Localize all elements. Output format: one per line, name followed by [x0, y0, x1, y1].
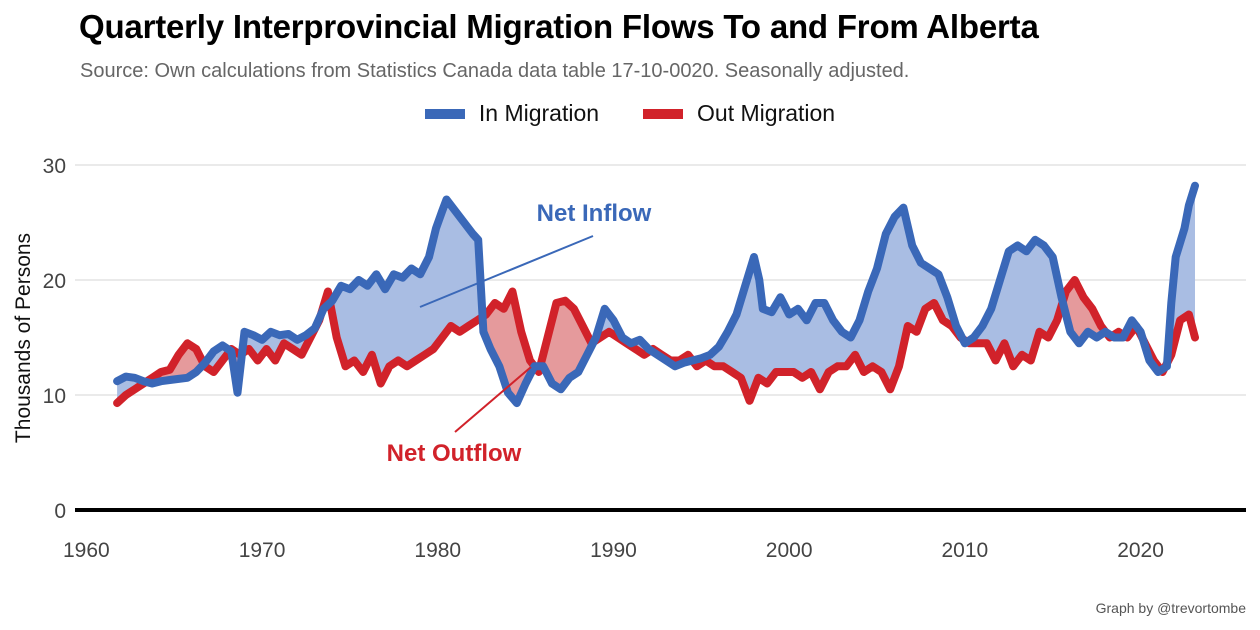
legend-item-out: Out Migration [643, 100, 835, 127]
net-inflow-area-6 [330, 199, 483, 384]
legend-key-in [424, 108, 465, 119]
x-tick-label-1970: 1970 [239, 539, 286, 562]
legend-key-out [643, 108, 684, 119]
net-inflow-annotation: Net Inflow [537, 200, 652, 227]
chart-subtitle: Source: Own calculations from Statistics… [80, 60, 910, 82]
chart-legend: In Migration Out Migration [0, 100, 1260, 127]
net-inflow-area-12 [693, 207, 963, 401]
x-tick-label-2020: 2020 [1117, 539, 1164, 562]
chart-caption: Graph by @trevortombe [1095, 600, 1246, 616]
x-tick-label-1980: 1980 [414, 539, 461, 562]
legend-label-in: In Migration [478, 100, 600, 126]
net-outflow-area-15 [1063, 280, 1106, 344]
net-outflow-annotation: Net Outflow [387, 440, 522, 467]
net-outflow-pointer [454, 366, 532, 433]
y-tick-label-30: 30 [43, 155, 66, 178]
x-tick-label-2010: 2010 [942, 539, 989, 562]
x-tick-label-1960: 1960 [63, 539, 110, 562]
y-tick-label-0: 0 [54, 500, 66, 523]
legend-item-in: In Migration [424, 100, 600, 127]
y-axis-label: Thousands of Persons [12, 233, 35, 443]
net-inflow-pointer [419, 235, 594, 308]
legend-label-out: Out Migration [697, 100, 836, 126]
chart-title: Quarterly Interprovincial Migration Flow… [79, 8, 1039, 45]
series-line-in-migration [113, 181, 1199, 408]
y-tick-label-20: 20 [43, 270, 66, 293]
x-tick-label-2000: 2000 [766, 539, 813, 562]
y-tick-label-10: 10 [43, 385, 66, 408]
x-tick-label-1990: 1990 [590, 539, 637, 562]
